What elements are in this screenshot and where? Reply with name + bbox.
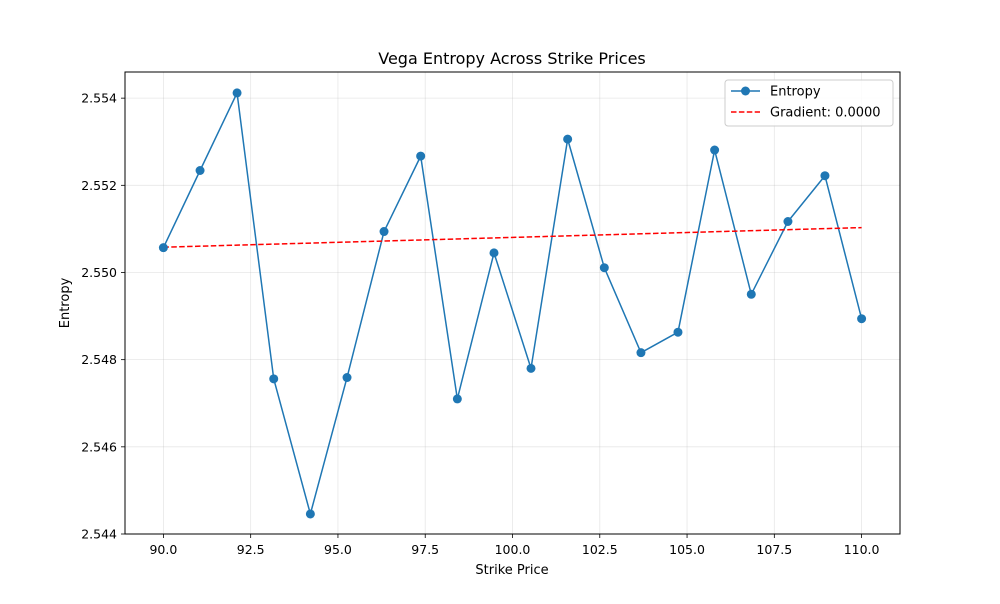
y-tick-label: 2.548 <box>81 352 117 367</box>
entropy-data-point <box>379 227 389 237</box>
legend-entropy-label: Entropy <box>770 85 821 100</box>
entropy-data-point <box>195 166 205 176</box>
x-tick-label: 100.0 <box>495 542 531 557</box>
legend: Entropy Gradient: 0.0000 <box>724 79 894 127</box>
y-tick-label: 2.544 <box>81 527 117 542</box>
tick-layer: 90.0 92.5 95.0 97.5 100.0 102.5 105.0 107.5 110.… <box>81 91 879 557</box>
x-tick-label: 105.0 <box>669 542 705 557</box>
legend-entropy-marker <box>741 86 750 96</box>
entropy-data-point <box>563 134 573 144</box>
entropy-data-point <box>746 289 756 299</box>
legend-box <box>724 79 894 127</box>
x-tick-label: 107.5 <box>756 542 792 557</box>
entropy-data-point <box>599 263 609 273</box>
x-axis-label: Strike Price <box>475 563 548 578</box>
y-tick-label: 2.554 <box>81 91 117 106</box>
y-axis-label: Entropy <box>58 277 73 328</box>
entropy-data-point <box>783 216 793 226</box>
entropy-data-point <box>232 88 242 98</box>
y-tick-label: 2.550 <box>81 265 117 280</box>
entropy-data-point <box>710 145 720 155</box>
entropy-data-point <box>526 363 536 373</box>
entropy-data-point <box>857 314 867 324</box>
entropy-data-point <box>158 243 168 253</box>
legend-gradient-label: Gradient: 0.0000 <box>770 106 881 121</box>
entropy-data-point <box>452 394 462 404</box>
entropy-data-point <box>416 151 426 161</box>
y-tick-label: 2.552 <box>81 178 117 193</box>
entropy-data-point <box>342 373 352 383</box>
x-tick-label: 97.5 <box>411 542 439 557</box>
x-tick-label: 92.5 <box>237 542 265 557</box>
series-layer <box>158 88 867 519</box>
y-tick-label: 2.546 <box>81 439 117 454</box>
entropy-data-point <box>489 248 499 258</box>
grid-layer <box>125 72 900 535</box>
entropy-data-point <box>636 348 646 358</box>
x-tick-label: 102.5 <box>582 542 618 557</box>
entropy-series-line <box>162 92 863 515</box>
entropy-data-point <box>673 327 683 337</box>
entropy-data-point <box>305 509 315 519</box>
gradient-series-line <box>163 226 862 248</box>
x-tick-label: 110.0 <box>844 542 880 557</box>
entropy-data-point <box>820 171 830 181</box>
x-tick-label: 95.0 <box>324 542 352 557</box>
chart-title: Vega Entropy Across Strike Prices <box>378 49 646 68</box>
entropy-data-point <box>269 374 279 384</box>
x-tick-label: 90.0 <box>149 542 177 557</box>
